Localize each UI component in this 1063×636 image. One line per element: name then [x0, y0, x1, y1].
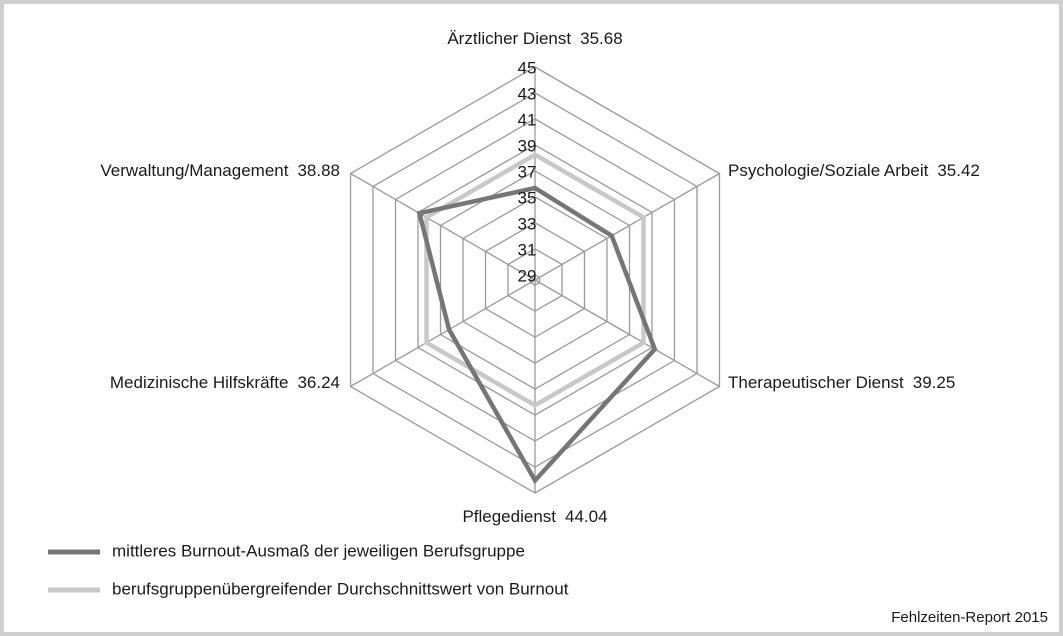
tick-label: 31: [518, 240, 537, 259]
category-value: 35.42: [937, 161, 980, 180]
category-value: 38.88: [297, 161, 340, 180]
spoke: [350, 172, 536, 281]
legend-label: mittleres Burnout-Ausmaß der jeweiligen …: [112, 541, 525, 560]
tick-label: 39: [518, 136, 537, 155]
category-name: Ärztlicher Dienst: [447, 29, 571, 48]
tick-label: 29: [518, 266, 537, 285]
legend-label: berufsgruppenübergreifender Durchschnitt…: [112, 579, 569, 598]
category-label: Therapeutischer Dienst 39.25: [728, 373, 955, 392]
category-name: Therapeutischer Dienst: [728, 373, 904, 392]
category-name: Psychologie/Soziale Arbeit: [728, 161, 929, 180]
category-name: Pflegedienst: [462, 507, 556, 526]
spoke: [534, 279, 720, 388]
spoke: [534, 172, 720, 281]
tick-label: 37: [518, 162, 537, 181]
category-label: Medizinische Hilfskräfte 36.24: [110, 373, 340, 392]
category-name: Verwaltung/Management: [100, 161, 288, 180]
source: Fehlzeiten-Report 2015: [891, 609, 1048, 626]
category-name: Medizinische Hilfskräfte: [110, 373, 289, 392]
series-line: [424, 152, 646, 408]
category-value: 36.24: [297, 373, 340, 392]
category-value: 39.25: [913, 373, 956, 392]
tick-label: 35: [518, 188, 537, 207]
tick-label: 33: [518, 214, 537, 233]
category-label: Ärztlicher Dienst 35.68: [447, 29, 622, 48]
category-value: 35.68: [580, 29, 623, 48]
category-label: Verwaltung/Management 38.88: [100, 161, 340, 180]
category-label: Psychologie/Soziale Arbeit 35.42: [728, 161, 980, 180]
category-value: 44.04: [565, 507, 608, 526]
tick-label: 45: [518, 58, 537, 77]
category-label: Pflegedienst 44.04: [462, 507, 607, 526]
series-line: [416, 185, 658, 485]
tick-label: 43: [518, 84, 537, 103]
spoke: [350, 279, 536, 388]
tick-label: 41: [518, 110, 537, 129]
